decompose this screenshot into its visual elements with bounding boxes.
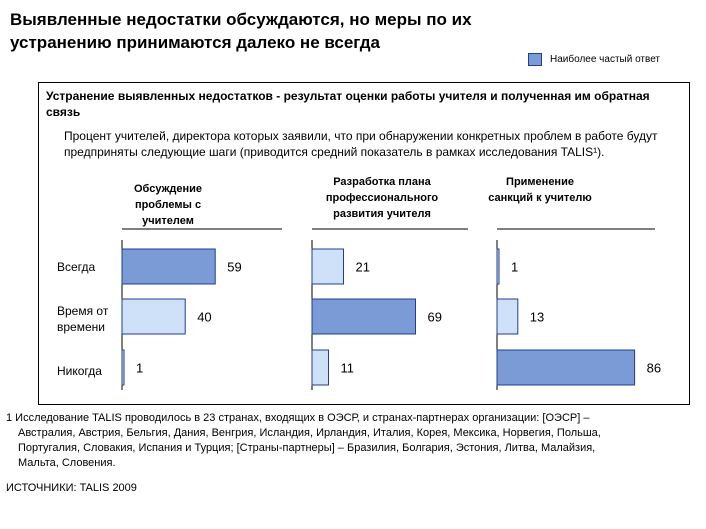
footnote-line: 1 Исследование TALIS проводилось в 23 ст… [6,412,590,424]
legend: Наиболее частый ответ [528,53,660,66]
row-label-sometimes: Время от времени [57,304,109,334]
bar-value-label: 69 [428,310,442,325]
bar [121,248,216,285]
bar-value-label: 86 [647,361,661,376]
footnote-line: Мальта, Словения. [18,457,116,469]
chart-subtitle: Процент учителей, директора которых заяв… [64,129,658,159]
source-note: ИСТОЧНИКИ: TALIS 2009 [6,482,137,494]
bar-value-label: 1 [136,361,143,376]
bar [496,248,500,285]
footnote-line: Австралия, Австрия, Бельгия, Дания, Венг… [18,427,601,439]
bar-value-label: 11 [341,361,355,376]
bar [311,349,329,386]
bar-value-label: 1 [511,260,518,275]
chart-frame [38,82,690,405]
bar [121,298,186,335]
bar [496,298,519,335]
bar-value-label: 13 [530,310,544,325]
bar [496,349,636,386]
row-label-always: Всегда [57,260,96,274]
footnote-line: Португалия, Словакия, Испания и Турция; … [18,442,596,454]
bar-value-label: 21 [356,260,370,275]
bar [311,298,416,335]
chart-header: Устранение выявленных недостатков - резу… [46,89,650,119]
row-label-never: Никогда [57,364,102,378]
page-title: Выявленные недостатки обсуждаются, но ме… [10,10,472,52]
column-header-development-plan: Разработка плана профессионального разви… [325,176,439,220]
legend-label: Наиболее частый ответ [550,54,661,65]
footnote: 1 Исследование TALIS проводилось в 23 ст… [6,411,696,471]
bar-value-label: 40 [197,310,211,325]
bar [121,349,125,386]
bar [311,248,344,285]
column-header-discussion: Обсуждение проблемы с учителем [134,183,202,227]
legend-swatch [528,53,542,66]
column-header-sanctions: Применение санкций к учителю [488,176,592,204]
bar-value-label: 59 [227,260,241,275]
